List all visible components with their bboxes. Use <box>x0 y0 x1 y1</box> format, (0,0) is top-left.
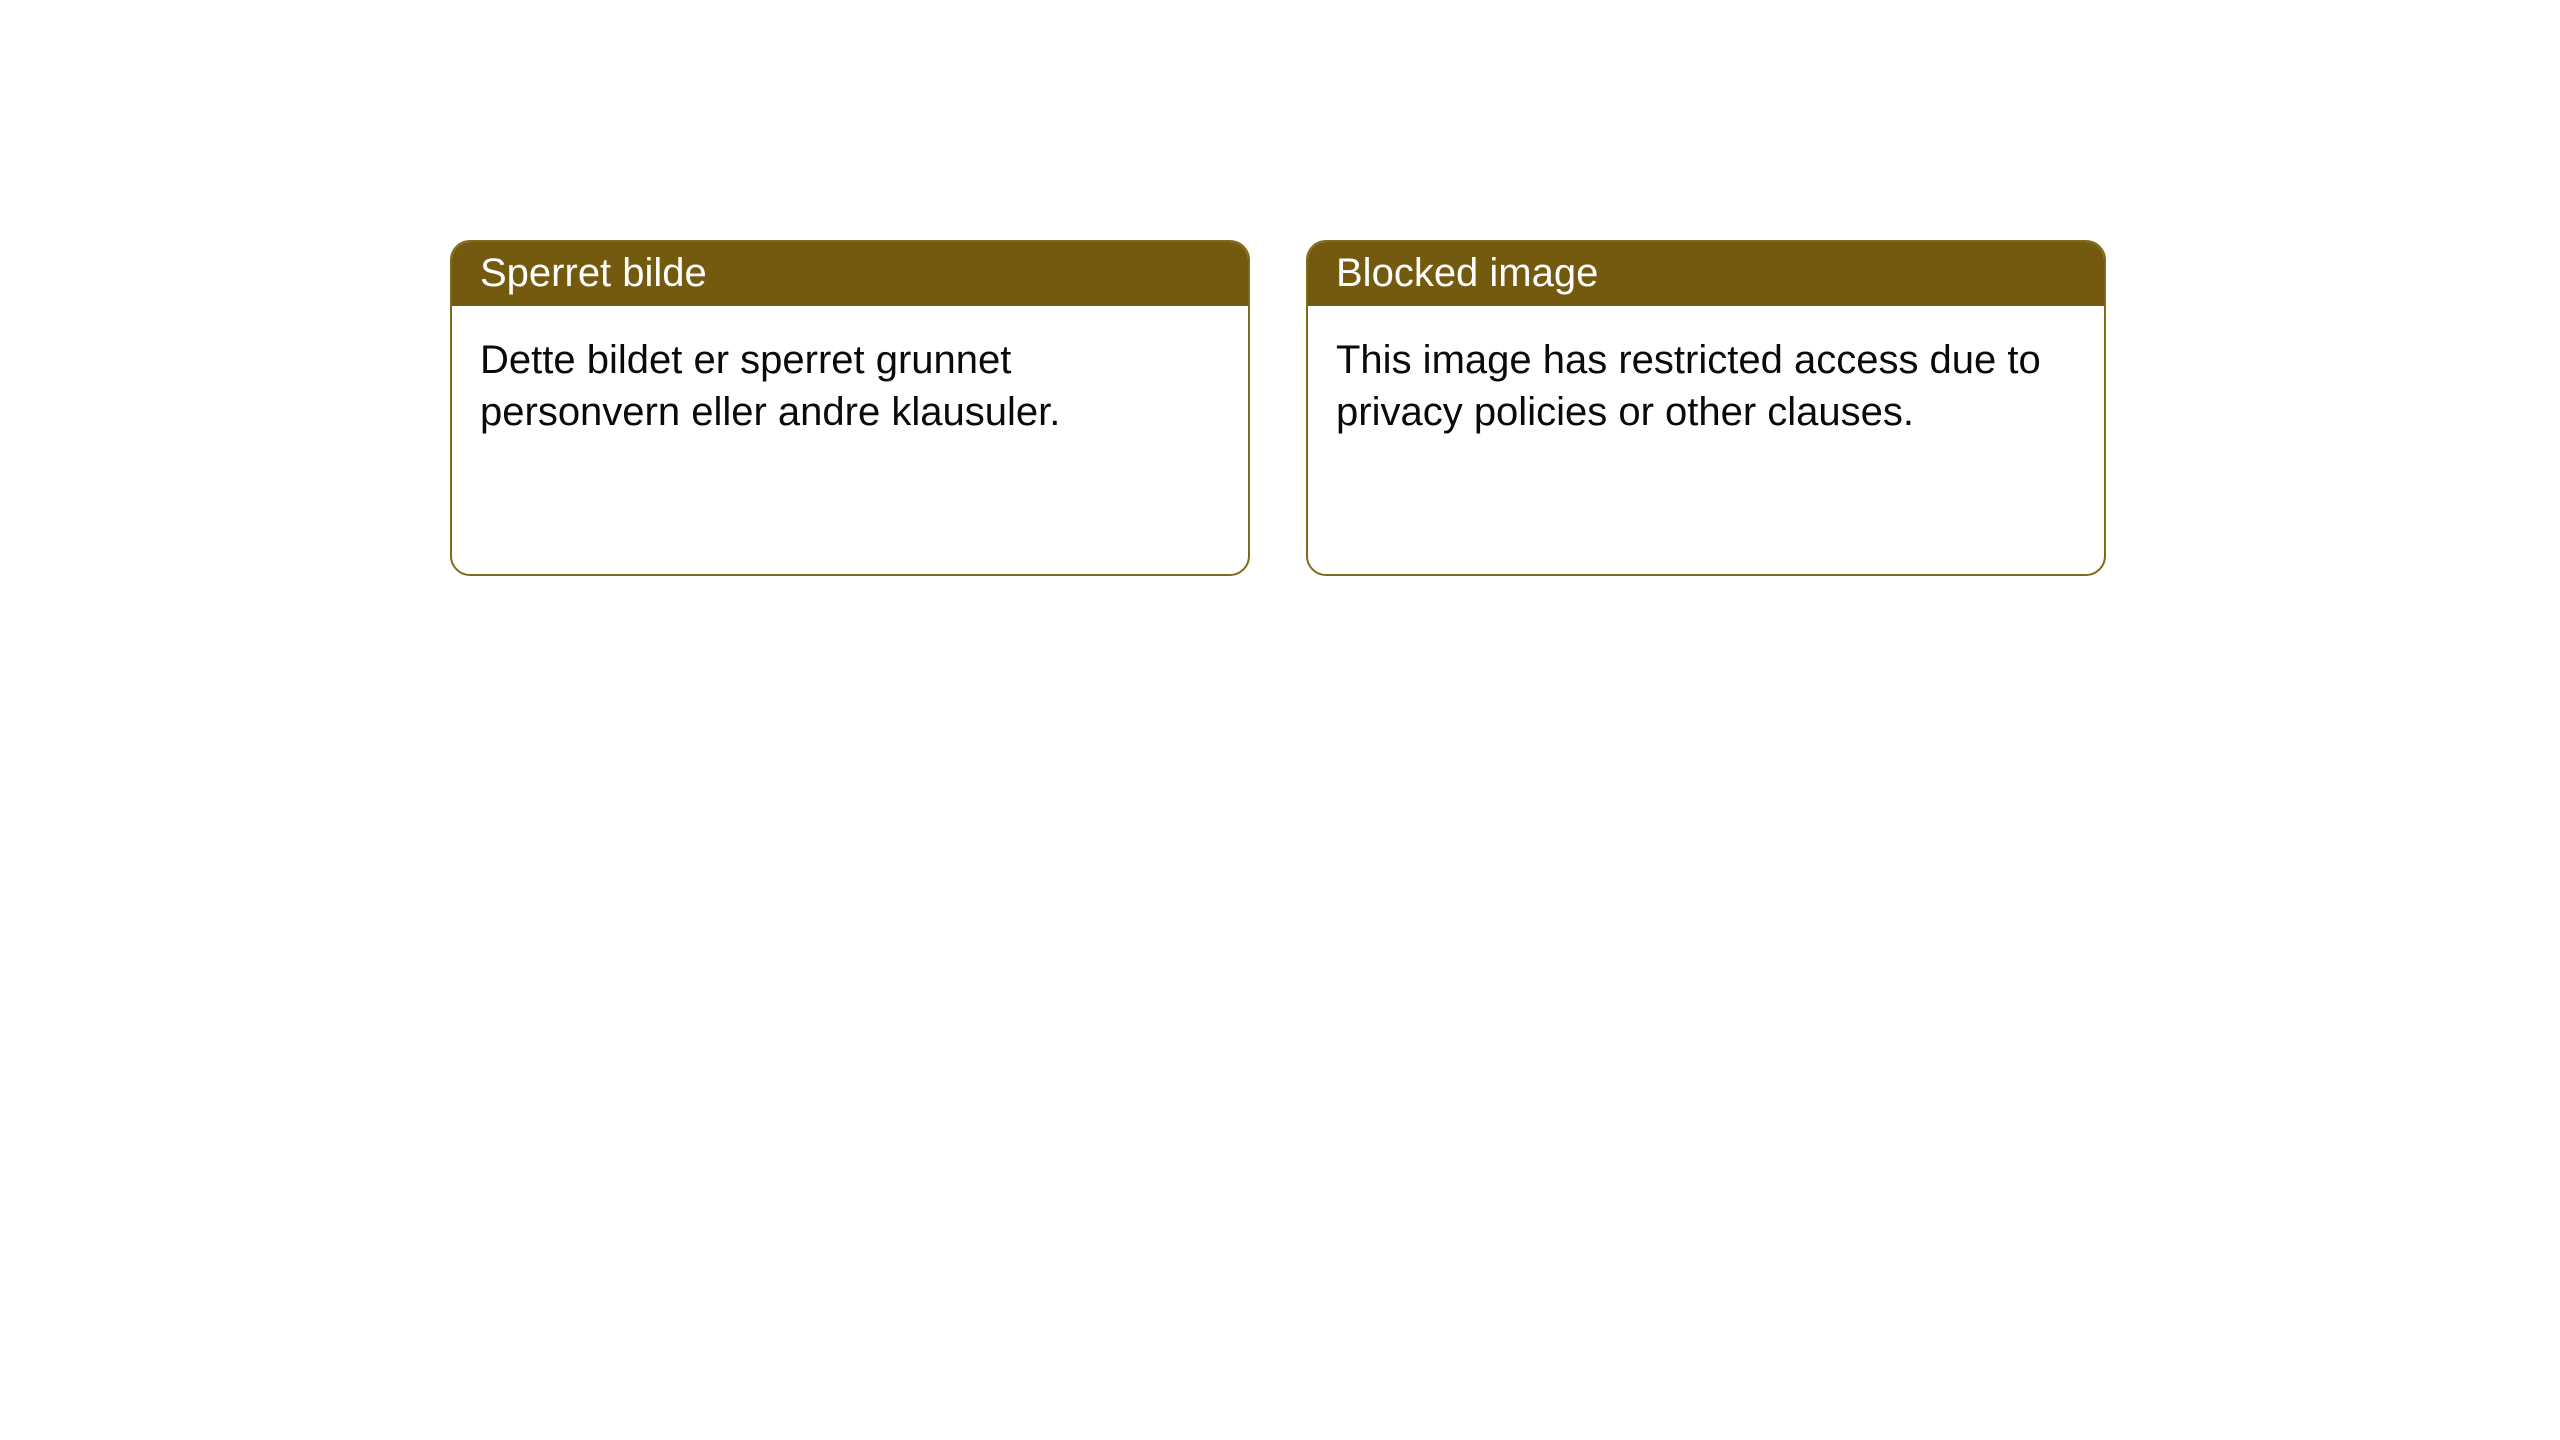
notice-body: Dette bildet er sperret grunnet personve… <box>452 306 1248 466</box>
notice-row: Sperret bilde Dette bildet er sperret gr… <box>450 240 2560 576</box>
notice-title: Sperret bilde <box>452 242 1248 306</box>
notice-title: Blocked image <box>1308 242 2104 306</box>
notice-card-english: Blocked image This image has restricted … <box>1306 240 2106 576</box>
notice-card-norwegian: Sperret bilde Dette bildet er sperret gr… <box>450 240 1250 576</box>
notice-body: This image has restricted access due to … <box>1308 306 2104 466</box>
